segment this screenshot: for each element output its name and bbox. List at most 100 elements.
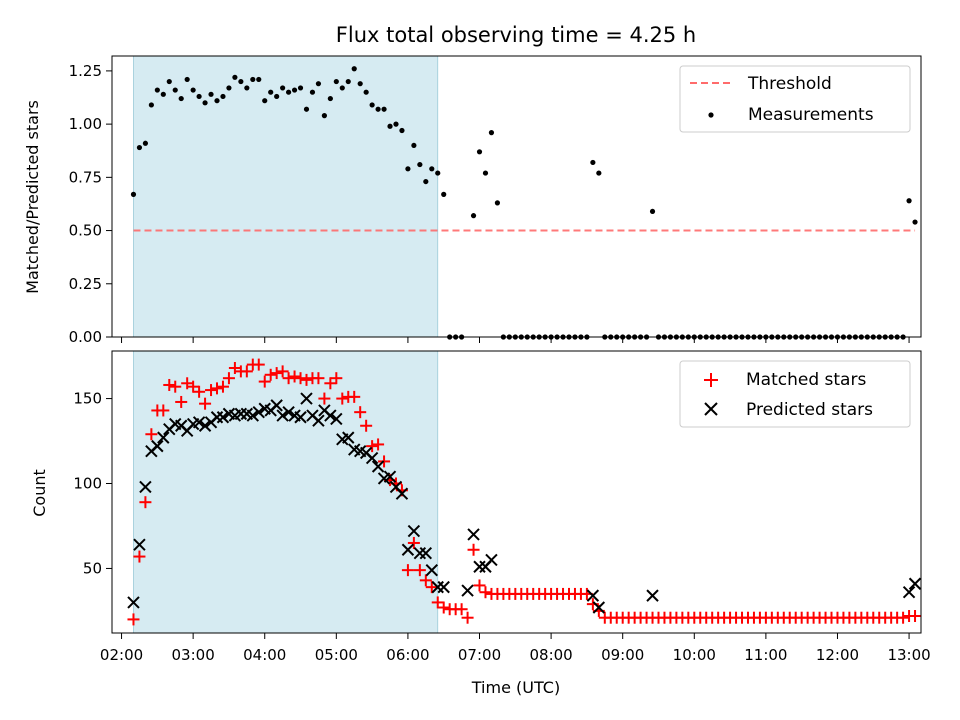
matched-star-point — [413, 564, 426, 577]
x-tick-label: 12:00 — [816, 646, 859, 664]
x-tick-label: 05:00 — [315, 646, 358, 664]
matched-stars-points — [127, 358, 922, 626]
predicted-star-point — [192, 416, 206, 429]
measurement-point — [351, 66, 357, 72]
measurement-point — [417, 161, 423, 168]
measurement-point — [345, 78, 351, 85]
predicted-star-point — [252, 405, 265, 419]
matched-star-point — [133, 550, 146, 563]
measurement-point — [435, 170, 441, 176]
matched-star-point — [288, 370, 301, 383]
x-b — [294, 411, 307, 424]
bottom-x-ticks: 02:00 03:00 04:00 05:00 06:00 07:00 08:00 09:00… — [100, 633, 931, 664]
predicted-star-point — [330, 412, 343, 426]
measurement-point — [172, 87, 178, 93]
matched-star-point — [276, 365, 289, 378]
matched-star-point — [473, 579, 486, 592]
bottom-y-tick-label: 150 — [73, 390, 102, 408]
predicted-star-point — [371, 460, 385, 473]
matched-star-point — [419, 574, 432, 587]
x-tick-label: 02:00 — [100, 646, 143, 664]
matched-star-point — [175, 395, 188, 408]
x-b — [222, 407, 236, 421]
measurement-point — [208, 91, 214, 97]
predicted-star-point — [342, 431, 355, 444]
matched-star-point — [455, 603, 468, 616]
top-y-tick-label: 0.25 — [69, 275, 102, 293]
measurement-point — [291, 87, 298, 93]
x-b — [467, 528, 480, 541]
matched-star-point — [354, 406, 367, 419]
matched-star-point — [216, 380, 229, 393]
bottom-legend: Matched stars Predicted stars — [679, 360, 911, 428]
top-x-ticks — [121, 337, 910, 343]
x-b — [437, 580, 450, 594]
matched-star-point — [467, 543, 480, 556]
predicted-star-point — [467, 528, 480, 541]
x-b — [371, 460, 385, 473]
top-y-tick-label: 0.00 — [69, 328, 102, 346]
x-b — [419, 546, 433, 560]
measurement-point — [285, 89, 292, 95]
measurement-point — [297, 85, 304, 91]
predicted-star-point — [419, 546, 433, 560]
top-y-tick-label: 1.00 — [69, 115, 102, 133]
predicted-star-point — [592, 601, 606, 614]
x-b — [485, 553, 498, 567]
measurement-point — [393, 121, 399, 127]
x-b — [139, 480, 152, 494]
matched-star-point — [157, 404, 170, 417]
x-b — [383, 470, 397, 483]
x-b — [365, 451, 379, 465]
x-tick-label: 11:00 — [744, 646, 787, 664]
matched-star-point — [425, 581, 438, 594]
x-b — [192, 416, 206, 429]
top-shaded-span — [133, 55, 439, 338]
measurement-point — [202, 100, 208, 106]
x-b — [592, 601, 606, 614]
measurement-point — [130, 191, 137, 197]
bottom-y-axis-label: Count — [30, 469, 49, 517]
predicted-star-point — [407, 524, 421, 538]
matched-star-point — [187, 380, 200, 393]
measurement-point — [405, 166, 411, 172]
x-b — [169, 417, 182, 431]
x-tick-label: 08:00 — [529, 646, 572, 664]
measurement-point — [238, 78, 244, 85]
top-y-ticks: 0.00 0.25 0.50 0.75 1.00 1.25 — [69, 62, 112, 346]
matched-star-point — [145, 428, 158, 441]
measurement-point — [154, 87, 160, 93]
x-b — [330, 412, 343, 426]
matched-star-point — [139, 496, 152, 509]
measurement-point — [369, 102, 375, 108]
x-b — [324, 409, 337, 422]
matched-star-point — [199, 397, 212, 410]
x-b — [252, 405, 265, 419]
matched-star-point — [479, 586, 492, 599]
legend-measurements-label: Measurements — [748, 105, 874, 125]
matched-star-point — [318, 392, 331, 405]
predicted-star-point — [157, 431, 170, 444]
matched-star-point — [205, 384, 218, 397]
measurement-point — [411, 142, 417, 149]
measurement-point — [488, 130, 495, 136]
x-b — [300, 392, 313, 405]
x-b — [151, 439, 164, 453]
measurement-point — [321, 113, 327, 119]
measurement-point — [303, 106, 310, 112]
measurement-point — [906, 198, 912, 204]
matched-star-point — [431, 596, 444, 609]
x-b — [425, 563, 438, 577]
predicted-star-point — [437, 580, 450, 594]
top-legend-box — [679, 65, 911, 133]
measurement-point — [375, 106, 381, 112]
measurement-point — [357, 81, 363, 87]
x-b — [258, 402, 271, 415]
matched-star-point — [300, 373, 313, 386]
legend-measurements-swatch — [708, 112, 714, 118]
x-b — [270, 399, 283, 412]
predicted-star-point — [425, 563, 438, 577]
measurement-point — [214, 98, 220, 104]
top-y-axis-label: Matched/Predicted stars — [23, 100, 42, 294]
